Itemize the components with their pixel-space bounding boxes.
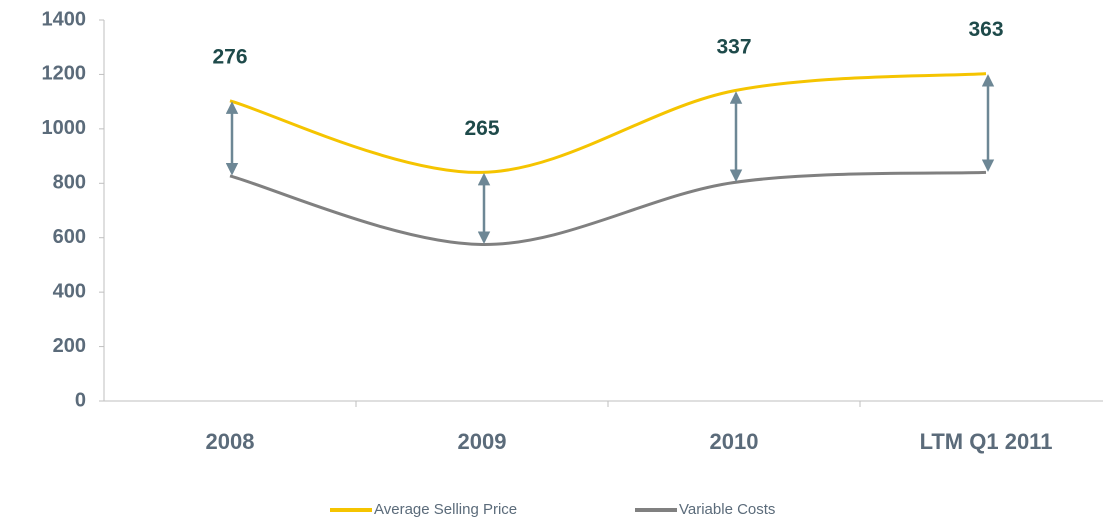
y-tick-label: 200 <box>53 335 86 357</box>
annotation: 276 <box>212 45 247 68</box>
legend-label: Variable Costs <box>679 501 775 518</box>
y-tick-label: 800 <box>53 172 86 194</box>
legend-label: Average Selling Price <box>374 501 517 518</box>
y-tick-label: 400 <box>53 280 86 302</box>
line <box>229 72 987 174</box>
y-tick-label: 1000 <box>42 117 87 139</box>
y-tick-label: 600 <box>53 226 86 248</box>
x-tick-label: LTM Q1 2011 <box>920 429 1053 454</box>
annotation: 265 <box>464 117 499 140</box>
x-tick-label: 2008 <box>206 429 255 454</box>
x-tick-label: 2010 <box>710 429 759 454</box>
y-tick-label: 1400 <box>42 8 87 30</box>
annotation: 363 <box>968 18 1003 41</box>
line <box>229 170 987 247</box>
y-tick-label: 0 <box>75 389 86 411</box>
x-tick-label: 2009 <box>458 429 507 454</box>
annotation: 337 <box>716 35 751 58</box>
y-tick-label: 1200 <box>42 63 87 85</box>
